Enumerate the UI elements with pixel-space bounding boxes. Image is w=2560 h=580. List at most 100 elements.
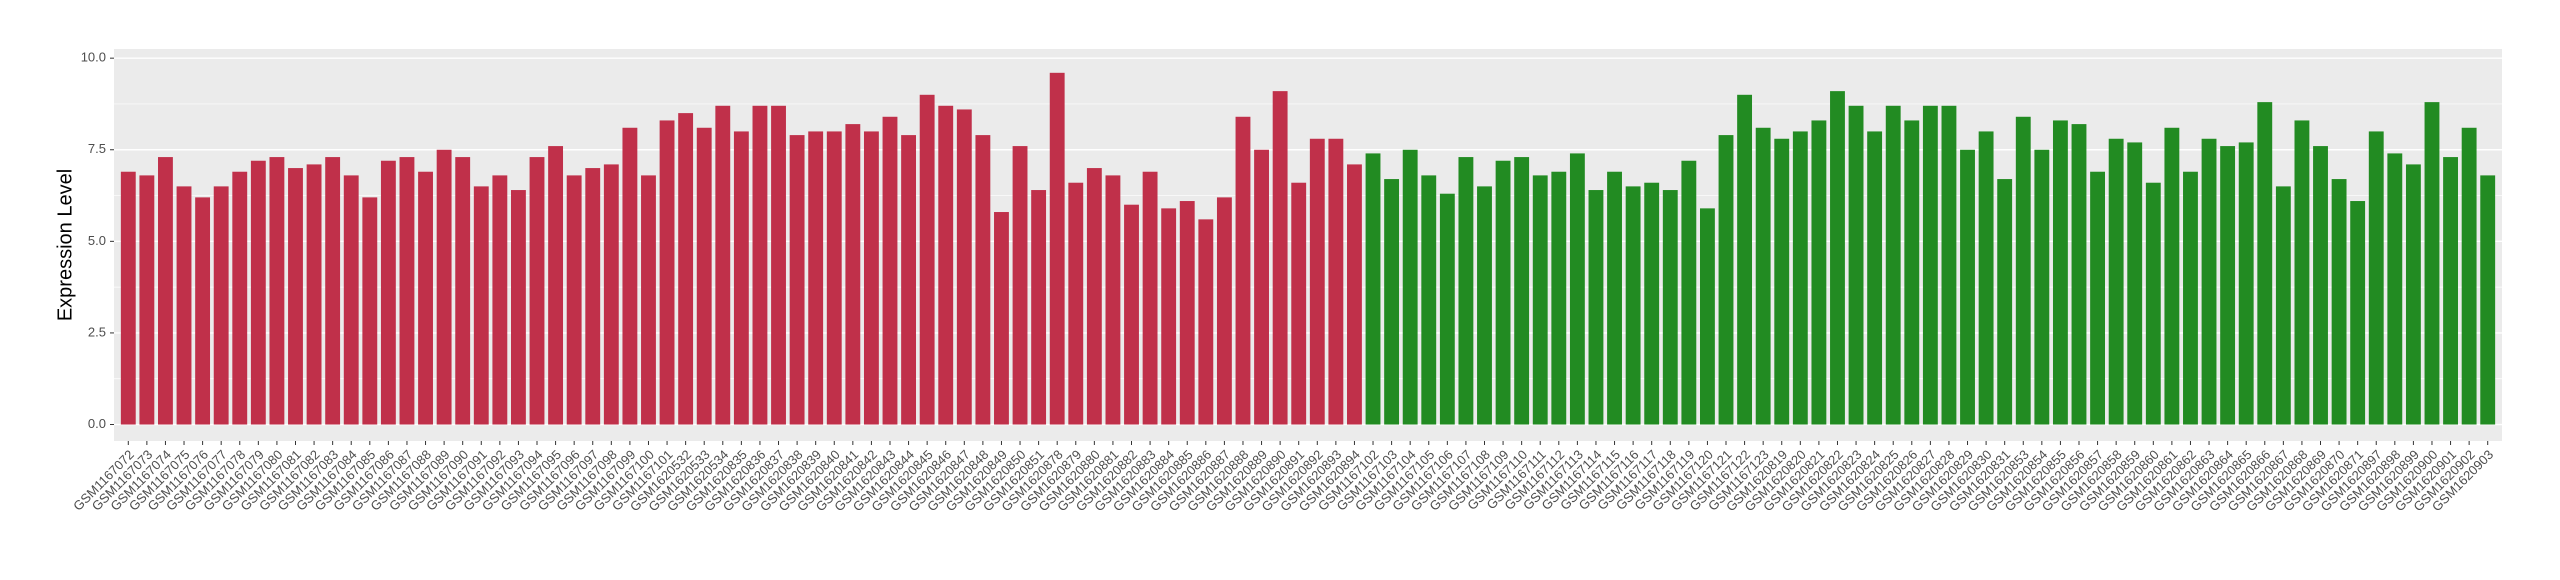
bar (2350, 201, 2366, 425)
bar (2405, 164, 2421, 425)
bar (863, 131, 879, 425)
bar (1179, 201, 1195, 425)
bar (2275, 186, 2291, 425)
bar (975, 135, 991, 425)
bar (232, 171, 248, 425)
bar (1699, 208, 1715, 425)
bar (826, 131, 842, 425)
bar (1811, 120, 1827, 425)
bar (418, 171, 433, 425)
bar (1124, 204, 1139, 425)
bar (2480, 175, 2496, 425)
bar (1922, 105, 1938, 425)
bar (1569, 153, 1585, 425)
bar (269, 157, 285, 425)
bar (2238, 142, 2254, 425)
bar (603, 164, 619, 425)
bar (195, 197, 211, 425)
bar (1904, 120, 1920, 425)
bar (1978, 131, 1994, 425)
bar (1068, 182, 1084, 425)
bar (585, 168, 601, 425)
bar (455, 157, 471, 425)
bar (2368, 131, 2384, 425)
bar (1607, 171, 1622, 425)
y-tick-label: 0.0 (88, 416, 106, 431)
bar (1737, 94, 1753, 425)
bar (994, 212, 1009, 425)
bar (2183, 171, 2198, 425)
bar (2034, 149, 2050, 425)
bar (1012, 146, 1028, 425)
bar (2071, 124, 2087, 425)
bar (1049, 72, 1065, 425)
bar (696, 127, 712, 425)
bar (808, 131, 824, 425)
bar (2313, 146, 2328, 425)
bar (715, 105, 731, 425)
bar (250, 160, 266, 425)
bar (380, 160, 396, 425)
bar (956, 109, 972, 425)
bar (1551, 171, 1567, 425)
bar (548, 146, 564, 425)
bar (2387, 153, 2403, 425)
y-axis-title: Expression Level (54, 169, 76, 321)
bar (510, 190, 526, 425)
bar (436, 149, 452, 425)
bar (1272, 91, 1288, 425)
bar (1347, 164, 1362, 425)
bar (1662, 190, 1678, 425)
bar (2220, 146, 2236, 425)
bar (1477, 186, 1492, 425)
bar (176, 186, 192, 425)
bar (2424, 102, 2440, 425)
bar (1885, 105, 1901, 425)
y-tick-label: 5.0 (88, 233, 106, 248)
bar (2257, 102, 2273, 425)
bar (1198, 219, 1214, 425)
bar (678, 113, 694, 425)
bar (2443, 157, 2458, 425)
bar (2461, 127, 2477, 425)
bar (1718, 135, 1734, 425)
bar (1867, 131, 1883, 425)
bar (1421, 175, 1437, 425)
bar (752, 105, 768, 425)
bar (120, 171, 136, 425)
bar (622, 127, 638, 425)
bar (2145, 182, 2161, 425)
y-tick-label: 2.5 (88, 324, 106, 339)
bar (399, 157, 415, 425)
bar (306, 164, 322, 425)
bar (919, 94, 935, 425)
bar (1309, 138, 1325, 425)
bar (139, 175, 155, 425)
bar (1644, 182, 1660, 425)
bar (882, 116, 898, 425)
bar (1291, 182, 1307, 425)
bar (789, 135, 805, 425)
bar (1755, 127, 1771, 425)
bar (1997, 179, 2013, 425)
bar (1439, 193, 1455, 425)
bar (1086, 168, 1102, 425)
bar (492, 175, 508, 425)
bar (1216, 197, 1232, 425)
bar (938, 105, 954, 425)
bar (2331, 179, 2347, 425)
bar (1960, 149, 1975, 425)
bar (325, 157, 341, 425)
bar (1142, 171, 1158, 425)
y-tick-label: 10.0 (81, 50, 106, 65)
bar (1235, 116, 1251, 425)
bar (1365, 153, 1381, 425)
bar (1774, 138, 1790, 425)
bar (343, 175, 359, 425)
bar (473, 186, 489, 425)
bar (1681, 160, 1697, 425)
bar (1161, 208, 1177, 425)
bar (1588, 190, 1604, 425)
bar (641, 175, 656, 425)
